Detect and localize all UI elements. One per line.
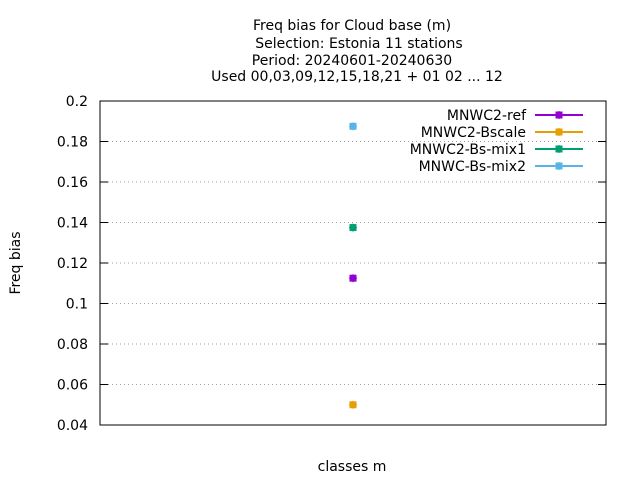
y-axis-tick-labels: 0.04 0.06 0.08 0.1 0.12 0.14 0.16 0.18 0.2 [57, 94, 88, 434]
legend-entry: MNWC-Bs-mix2 [419, 159, 583, 175]
y-tick-label: 0.12 [57, 256, 88, 272]
y-tick-label: 0.16 [57, 175, 88, 191]
legend-entry: MNWC2-Bscale [421, 125, 583, 141]
y-tick-label: 0.1 [66, 297, 88, 313]
data-point [349, 274, 357, 283]
legend-label: MNWC2-ref [447, 108, 527, 124]
plot-frame [99, 100, 607, 426]
legend-label: MNWC2-Bscale [421, 125, 526, 141]
x-axis-label: classes m [318, 459, 387, 475]
title-line-2: Selection: Estonia 11 stations [255, 36, 462, 52]
legend-label: MNWC2-Bs-mix1 [410, 142, 526, 158]
legend: MNWC2-refMNWC2-BscaleMNWC2-Bs-mix1MNWC-B… [410, 108, 583, 175]
data-point [349, 122, 357, 131]
legend-marker [555, 111, 563, 119]
y-tick-label: 0.04 [57, 418, 88, 434]
legend-marker [555, 145, 563, 153]
legend-entry: MNWC2-Bs-mix1 [410, 142, 583, 158]
title-line-3: Period: 20240601-20240630 [252, 53, 452, 69]
legend-entry: MNWC2-ref [447, 108, 583, 124]
y-axis-label: Freq bias [8, 231, 24, 294]
title-line-1: Freq bias for Cloud base (m) [253, 18, 451, 34]
legend-marker [555, 128, 563, 136]
data-points [349, 122, 357, 409]
data-point [349, 400, 357, 409]
title-line-4: Used 00,03,09,12,15,18,21 + 01 02 ... 12 [211, 69, 503, 85]
y-tick-label: 0.2 [66, 94, 88, 110]
legend-marker [555, 162, 563, 170]
y-tick-label: 0.18 [57, 135, 88, 151]
chart-title: Freq bias for Cloud base (m) Selection: … [211, 18, 503, 85]
y-tick-label: 0.08 [57, 337, 88, 353]
grid [100, 141, 606, 385]
y-tick-label: 0.06 [57, 378, 88, 394]
y-tick-label: 0.14 [57, 216, 88, 232]
legend-label: MNWC-Bs-mix2 [419, 159, 526, 175]
data-point [349, 223, 357, 232]
